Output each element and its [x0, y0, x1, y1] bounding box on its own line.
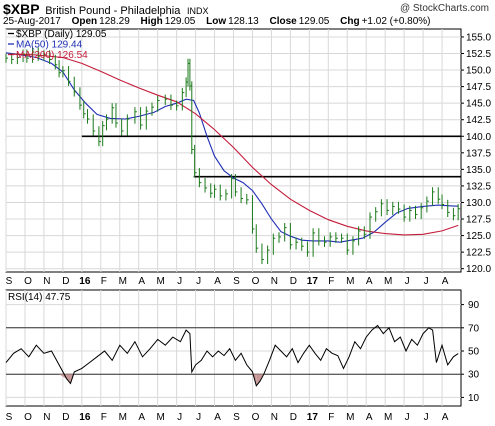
rsi-xtick-label-21: J: [405, 412, 410, 423]
price-xtick-label-22: J: [424, 276, 429, 287]
open-value: 128.29: [99, 16, 130, 27]
quote-row: 25-Aug-2017 Open 128.29 High 129.05 Low 128…: [3, 16, 431, 27]
instrument-name: British Pound - Philadelphia: [45, 5, 181, 17]
price-xtick-label-7: A: [138, 276, 145, 287]
price-ytick-label-8: 135.0: [466, 165, 491, 176]
ma200-line: [11, 53, 459, 236]
rsi-ytick-label-0: 90: [468, 300, 480, 311]
rsi-xtick-label-12: S: [233, 412, 240, 423]
rsi-xtick-label-22: J: [424, 412, 429, 423]
rsi-xtick-label-4: 16: [79, 412, 91, 423]
price-xtick-label-9: J: [177, 276, 182, 287]
price-ytick-label-14: 120.0: [466, 264, 491, 275]
price-ytick-label-2: 150.0: [466, 66, 491, 77]
quote-date: 25-Aug-2017: [3, 16, 61, 27]
price-ytick-label-11: 127.5: [466, 215, 491, 226]
rsi-xtick-label-15: D: [290, 412, 297, 423]
chart-title: $XBP British Pound - Philadelphia INDX: [3, 1, 208, 17]
rsi-xtick-label-7: A: [138, 412, 145, 423]
price-xtick-label-0: S: [6, 276, 13, 287]
high-label: High: [140, 16, 163, 27]
low-label: Low: [206, 16, 227, 27]
rsi-xtick-label-13: O: [252, 412, 260, 423]
rsi-xtick-label-18: M: [346, 412, 354, 423]
copyright-label: @ StockCharts.com: [399, 3, 489, 14]
rsi-xtick-label-16: 17: [307, 412, 319, 423]
price-ytick-label-3: 147.5: [466, 82, 491, 93]
price-xtick-label-11: A: [214, 276, 221, 287]
change-value: +1.02 (+0.80%): [361, 16, 431, 27]
price-xtick-label-19: A: [366, 276, 373, 287]
rsi-xtick-label-9: J: [177, 412, 182, 423]
rsi-xtick-label-6: M: [119, 412, 127, 423]
price-xtick-label-23: A: [442, 276, 449, 287]
rsi-line: [5, 324, 459, 387]
high-value: 129.05: [164, 16, 196, 27]
rsi-ytick-label-3: 30: [468, 370, 480, 381]
rsi-xtick-label-5: F: [101, 412, 107, 423]
rsi-xtick-label-1: O: [24, 412, 32, 423]
price-xtick-label-12: S: [233, 276, 240, 287]
rsi-xtick-label-8: M: [156, 412, 164, 423]
price-xtick-label-17: F: [328, 276, 334, 287]
close-label: Close: [269, 16, 297, 27]
price-xtick-label-13: O: [252, 276, 260, 287]
rsi-ytick-label-4: 10: [468, 393, 480, 404]
price-xtick-label-20: M: [384, 276, 392, 287]
price-xtick-label-2: N: [43, 276, 50, 287]
price-ytick-label-0: 155.0: [466, 32, 491, 43]
legend-label-price: $XBP (Daily) 129.05: [16, 29, 107, 40]
price-xtick-label-6: M: [119, 276, 127, 287]
rsi-xtick-label-2: N: [43, 412, 50, 423]
open-label: Open: [71, 16, 98, 27]
price-ytick-label-1: 152.5: [466, 49, 491, 60]
price-ytick-label-10: 130.0: [466, 198, 491, 209]
rsi-oversold-fill-9: [66, 374, 71, 384]
rsi-xtick-label-3: D: [62, 412, 69, 423]
rsi-legend-label: RSI(14) 47.75: [8, 292, 71, 303]
close-value: 129.05: [298, 16, 330, 27]
price-ytick-label-9: 132.5: [466, 181, 491, 192]
rsi-oversold-fill-40: [256, 374, 261, 386]
price-xtick-label-10: J: [196, 276, 201, 287]
rsi-xtick-label-23: A: [442, 412, 449, 423]
rsi-xtick-label-11: A: [214, 412, 221, 423]
price-xtick-label-4: 16: [79, 276, 91, 287]
rsi-ytick-label-1: 70: [468, 323, 480, 334]
price-ytick-label-4: 145.0: [466, 99, 491, 110]
rsi-xtick-label-20: M: [384, 412, 392, 423]
rsi-ytick-label-2: 50: [468, 347, 480, 358]
ma50-line: [5, 52, 459, 243]
price-xtick-label-8: M: [156, 276, 164, 287]
price-ytick-label-7: 137.5: [466, 148, 491, 159]
rsi-xtick-label-0: S: [6, 412, 13, 423]
rsi-xtick-label-19: A: [366, 412, 373, 423]
symbol-label: $XBP: [3, 1, 40, 17]
price-xtick-label-1: O: [24, 276, 32, 287]
rsi-xtick-label-14: N: [271, 412, 278, 423]
exchange-label: INDX: [186, 6, 209, 16]
rsi-xtick-label-17: F: [328, 412, 334, 423]
low-value: 128.13: [228, 16, 259, 27]
rsi-xtick-label-10: J: [196, 412, 201, 423]
price-ytick-label-13: 122.5: [466, 248, 491, 259]
price-xtick-label-5: F: [101, 276, 107, 287]
legend-label-ma50: MA(50) 129.44: [16, 40, 83, 51]
price-xtick-label-18: M: [346, 276, 354, 287]
price-xtick-label-3: D: [62, 276, 69, 287]
price-xtick-label-21: J: [405, 276, 410, 287]
price-ytick-label-5: 142.5: [466, 115, 491, 126]
price-xtick-label-16: 17: [307, 276, 319, 287]
legend-label-ma200: MA(200) 126.54: [16, 50, 88, 61]
change-label: Chg: [340, 16, 360, 27]
price-xtick-label-15: D: [290, 276, 297, 287]
price-ytick-label-6: 140.0: [466, 132, 491, 143]
price-xtick-label-14: N: [271, 276, 278, 287]
price-ytick-label-12: 125.0: [466, 231, 491, 242]
